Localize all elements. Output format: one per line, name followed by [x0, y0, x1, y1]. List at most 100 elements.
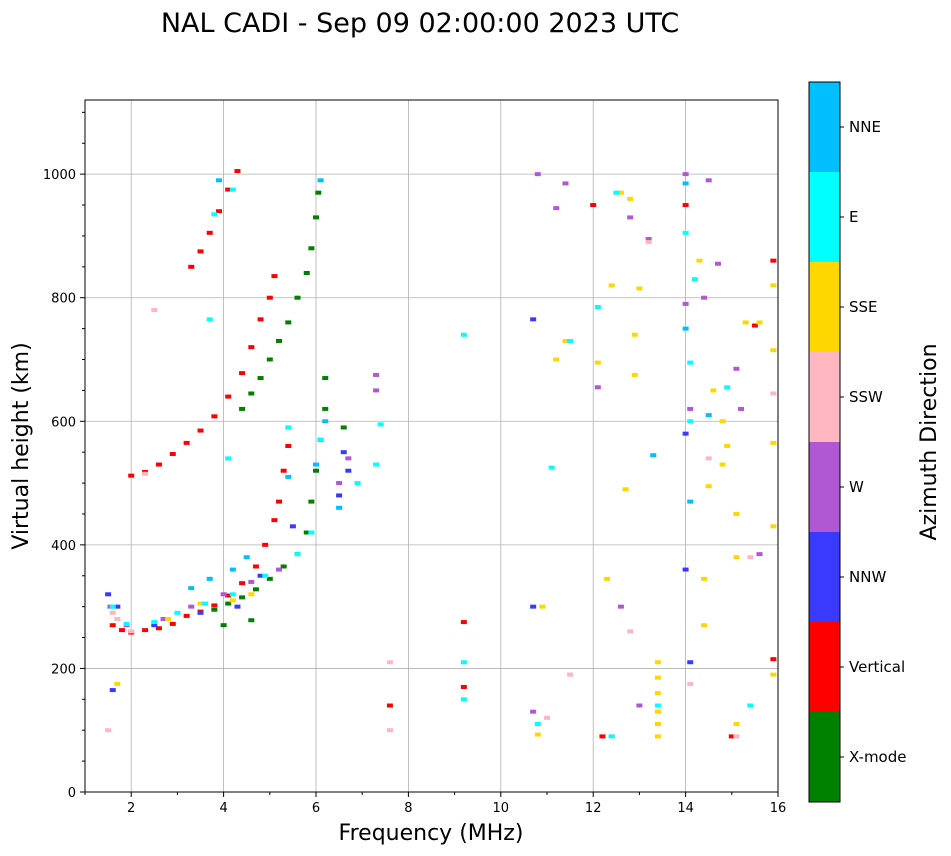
- colorbar-tick-label: E: [849, 208, 858, 226]
- echo-point-nne: [336, 505, 343, 510]
- plot-frame: [84, 99, 779, 793]
- echo-point-e: [460, 332, 467, 337]
- echo-point-ssw: [128, 629, 135, 634]
- echo-point-vertical: [276, 499, 283, 504]
- colorbar-tick-label: NNE: [849, 118, 881, 136]
- echo-point-vertical: [386, 703, 393, 708]
- echo-point-vertical: [109, 623, 116, 628]
- echo-point-x-mode: [308, 246, 315, 251]
- echo-point-x-mode: [257, 376, 264, 381]
- echo-point-sse: [165, 617, 172, 621]
- echo-point-e: [724, 385, 731, 390]
- echo-point-nnw: [197, 610, 204, 615]
- echo-point-sse: [705, 484, 712, 489]
- echo-point-vertical: [460, 620, 467, 625]
- echo-point-w: [705, 178, 712, 183]
- echo-point-e: [229, 187, 236, 192]
- echo-point-e: [262, 573, 269, 578]
- echo-point-x-mode: [266, 357, 273, 362]
- echo-point-e: [608, 734, 615, 739]
- echo-point-vertical: [206, 230, 213, 235]
- echo-point-ssw: [705, 456, 712, 461]
- x-tick-label: 14: [677, 801, 694, 816]
- echo-point-nnw: [114, 604, 121, 609]
- echo-point-vertical: [770, 657, 777, 662]
- echo-point-x-mode: [220, 623, 227, 628]
- echo-point-vertical: [183, 440, 190, 445]
- echo-point-ssw: [627, 629, 634, 634]
- colorbar-tick-label: SSE: [849, 298, 878, 316]
- echo-point-vertical: [197, 428, 204, 433]
- echo-point-vertical: [128, 473, 135, 478]
- echo-point-nne: [313, 462, 319, 467]
- echo-point-sse: [742, 320, 749, 325]
- axis-ticks: 2 4 6 8 10 12 14 16 0 200 400 600 800 1000: [43, 111, 786, 816]
- echo-point-sse: [654, 722, 661, 727]
- echo-point-w: [714, 261, 721, 266]
- echo-point-w: [733, 366, 740, 371]
- echo-point-e: [202, 601, 209, 606]
- echo-point-vertical: [225, 593, 232, 598]
- echo-point-e: [567, 338, 574, 343]
- echo-point-vertical: [234, 169, 241, 174]
- echo-point-nnw: [682, 567, 689, 572]
- echo-point-w: [636, 703, 643, 708]
- echo-point-vertical: [728, 734, 735, 739]
- echo-point-x-mode: [266, 576, 273, 581]
- echo-point-nnw: [530, 604, 537, 609]
- echo-point-w: [645, 237, 652, 242]
- echo-point-sse: [733, 722, 740, 727]
- echo-point-vertical: [239, 581, 246, 586]
- echo-point-nnw: [336, 493, 343, 498]
- echo-point-x-mode: [285, 320, 292, 325]
- echo-point-sse: [696, 258, 703, 263]
- colorbar-segment: [809, 622, 840, 712]
- echo-point-nnw: [530, 317, 537, 322]
- echo-point-e: [534, 722, 541, 727]
- colorbar-tick-label: W: [849, 478, 864, 496]
- grid: [85, 100, 779, 793]
- echo-point-sse: [627, 196, 634, 201]
- echo-point-sse: [733, 555, 740, 560]
- echo-point-nnw: [345, 468, 352, 473]
- x-tick-label: 8: [404, 801, 412, 816]
- echo-point-e: [151, 620, 158, 625]
- colorbar-tick-label: X-mode: [849, 748, 906, 766]
- echo-point-sse: [770, 440, 777, 445]
- echo-point-vertical: [770, 258, 777, 263]
- y-tick-label: 800: [51, 292, 76, 307]
- echo-point-x-mode: [239, 595, 246, 600]
- echo-point-nnw: [234, 604, 241, 609]
- echo-point-nnw: [105, 592, 112, 597]
- echo-point-sse: [553, 357, 560, 362]
- echo-point-x-mode: [225, 601, 232, 606]
- echo-point-x-mode: [239, 406, 246, 411]
- echo-point-vertical: [183, 613, 190, 618]
- echo-point-ssw: [114, 617, 121, 621]
- echo-point-ssw: [733, 734, 740, 739]
- echo-point-vertical: [257, 317, 264, 322]
- echo-point-e: [294, 552, 301, 557]
- echo-point-e: [229, 592, 236, 597]
- echo-point-vertical: [271, 518, 278, 523]
- echo-point-sse: [654, 660, 661, 665]
- echo-point-e: [460, 697, 467, 702]
- echo-point-w: [701, 295, 708, 300]
- echo-point-sse: [617, 190, 624, 195]
- echo-point-vertical: [248, 345, 255, 350]
- echo-point-ssw: [544, 715, 550, 720]
- echo-point-sse: [756, 320, 763, 325]
- echo-point-x-mode: [303, 530, 310, 535]
- echo-point-x-mode: [322, 376, 329, 381]
- echo-point-nne: [650, 453, 657, 458]
- echo-point-nne: [188, 586, 195, 591]
- echo-point-vertical: [215, 209, 222, 214]
- colorbar: X-mode Vertical NNW W SSW SSE E NNE: [808, 81, 906, 803]
- echo-point-nnw: [151, 623, 158, 628]
- echo-point-sse: [770, 524, 777, 529]
- x-tick-label: 4: [219, 801, 227, 816]
- echo-point-e: [747, 703, 754, 708]
- colorbar-tick-label: NNW: [849, 568, 886, 586]
- echo-point-w: [336, 481, 343, 486]
- echo-point-ssw: [105, 728, 112, 733]
